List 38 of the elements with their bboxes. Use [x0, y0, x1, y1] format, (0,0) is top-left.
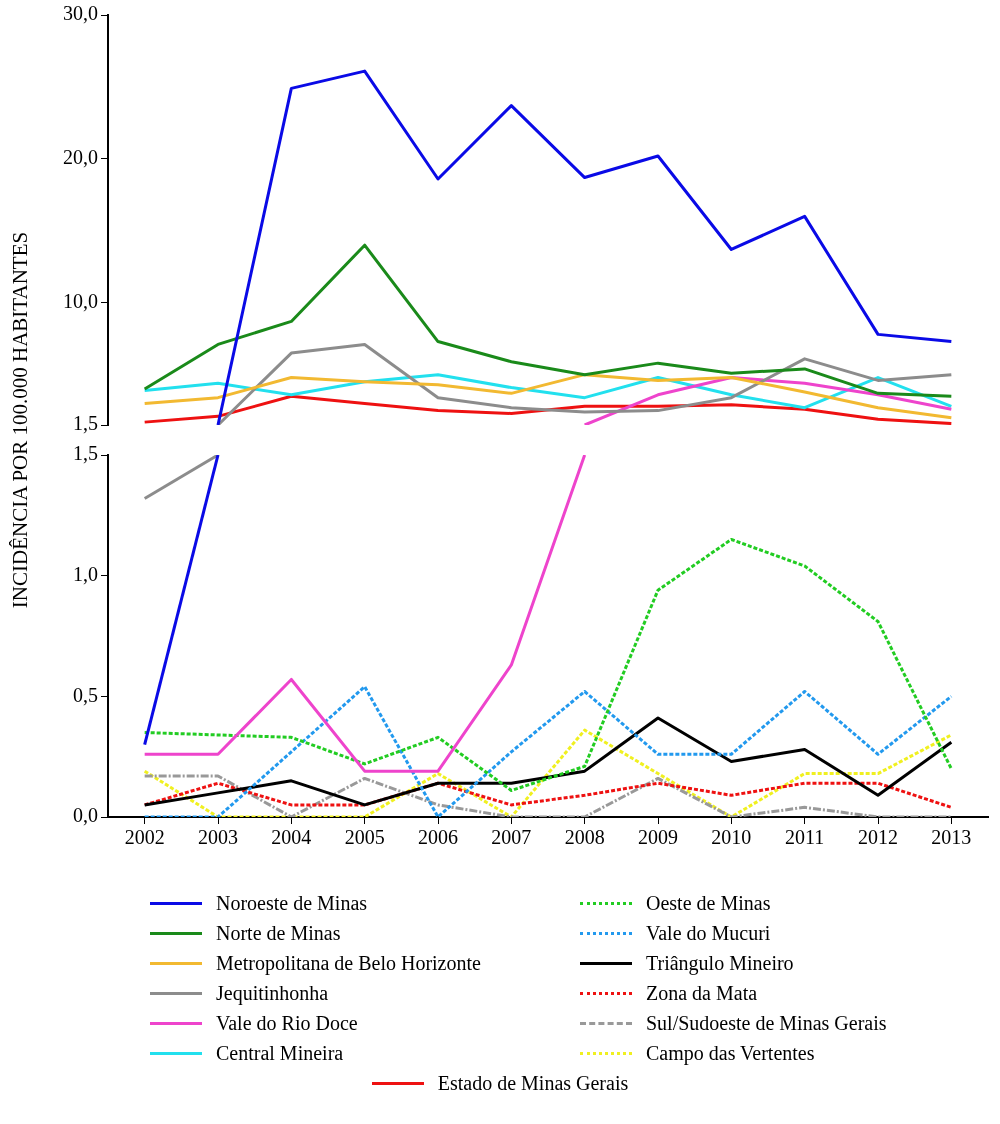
legend-label: Jequitinhonha [216, 981, 329, 1005]
x-tick-label: 2009 [638, 826, 678, 849]
legend-label: Triângulo Mineiro [646, 951, 794, 975]
y-tick-label: 0,0 [73, 804, 98, 827]
x-tick-label: 2007 [491, 826, 532, 849]
line-series [143, 685, 953, 817]
legend-label: Sul/Sudoeste de Minas Gerais [646, 1011, 887, 1035]
y-tick-label: 1,0 [73, 562, 98, 585]
y-tick-label: 10,0 [63, 289, 98, 312]
legend-label: Vale do Mucuri [646, 921, 771, 945]
y-tick-label: 0,5 [73, 683, 98, 706]
x-tick-label: 2013 [931, 826, 972, 849]
line-series [143, 537, 953, 792]
y-tick-label: 30,0 [63, 2, 98, 25]
legend-label: Campo das Vertentes [646, 1041, 815, 1065]
legend-label: Estado de Minas Gerais [437, 1072, 629, 1095]
y-tick-label: 1,5 [73, 412, 98, 435]
legend-label: Metropolitana de Belo Horizonte [216, 951, 481, 975]
legend-label: Oeste de Minas [646, 891, 771, 915]
legend-label: Norte de Minas [216, 921, 341, 945]
x-tick-label: 2004 [271, 826, 312, 849]
x-tick-label: 2006 [418, 826, 458, 849]
x-tick-label: 2011 [785, 826, 825, 849]
x-tick-label: 2008 [564, 826, 605, 849]
x-tick-label: 2012 [858, 826, 898, 849]
legend-label: Vale do Rio Doce [216, 1011, 358, 1035]
line-series [143, 728, 953, 817]
y-tick-label: 1,5 [73, 442, 98, 465]
line-series [143, 774, 953, 817]
x-tick-label: 2003 [198, 826, 238, 849]
y-tick-label: 20,0 [63, 146, 98, 169]
legend-label: Zona da Mata [646, 981, 758, 1005]
x-tick-label: 2005 [344, 826, 385, 849]
x-tick-label: 2002 [124, 826, 165, 849]
legend-label: Central Mineira [216, 1041, 344, 1065]
y-axis-title: INCIDÊNCIA POR 100.000 HABITANTES [7, 231, 33, 609]
x-tick-label: 2010 [711, 826, 752, 849]
legend-label: Noroeste de Minas [216, 891, 368, 915]
